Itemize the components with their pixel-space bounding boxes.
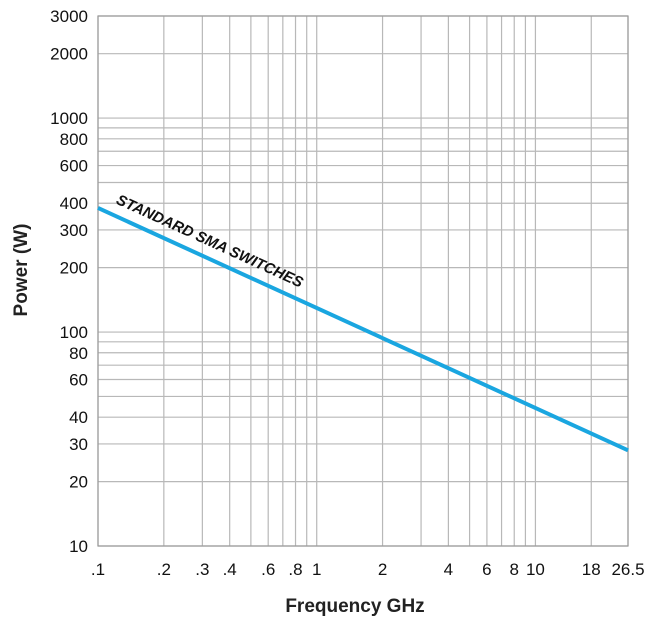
y-tick-label: 2000: [50, 45, 88, 64]
x-tick-label: .8: [288, 560, 302, 579]
series-annotation: STANDARD SMA SWITCHES: [114, 191, 306, 291]
x-tick-label: .1: [91, 560, 105, 579]
x-tick-label: 26.5: [611, 560, 644, 579]
y-axis-ticks: 10 20 30 40 60 80 100 200 300 400 600 800 1000 2000 30…: [50, 7, 88, 556]
y-tick-label: 60: [69, 371, 88, 390]
x-tick-label: 18: [582, 560, 601, 579]
x-tick-label: 8: [509, 560, 518, 579]
x-tick-label: 4: [444, 560, 453, 579]
y-tick-label: 3000: [50, 7, 88, 26]
annotations: STANDARD SMA SWITCHES: [114, 191, 306, 291]
x-tick-label: .3: [195, 560, 209, 579]
y-tick-label: 30: [69, 435, 88, 454]
y-tick-label: 100: [60, 323, 88, 342]
y-tick-label: 400: [60, 194, 88, 213]
x-axis-title: Frequency GHz: [285, 596, 424, 617]
x-tick-label: 1: [312, 560, 321, 579]
x-tick-label: 2: [378, 560, 387, 579]
y-tick-label: 300: [60, 221, 88, 240]
x-tick-label: .2: [157, 560, 171, 579]
grid: [97, 15, 629, 547]
y-axis-title: Power (W): [11, 224, 32, 317]
y-tick-label: 20: [69, 473, 88, 492]
y-tick-label: 1000: [50, 109, 88, 128]
series-layer: [97, 206, 629, 453]
y-tick-label: 80: [69, 344, 88, 363]
x-tick-label: .6: [261, 560, 275, 579]
x-tick-label: .4: [223, 560, 237, 579]
y-tick-label: 800: [60, 130, 88, 149]
series-line: [97, 206, 629, 453]
y-tick-label: 40: [69, 408, 88, 427]
y-tick-label: 10: [69, 537, 88, 556]
x-tick-label: 10: [526, 560, 545, 579]
plot-frame: [97, 15, 629, 547]
y-tick-label: 600: [60, 157, 88, 176]
y-tick-label: 200: [60, 259, 88, 278]
x-tick-label: 6: [482, 560, 491, 579]
x-axis-ticks: .1 .2 .3 .4 .6 .8 1 2 4 6 8 10 18 26.5: [91, 560, 645, 579]
